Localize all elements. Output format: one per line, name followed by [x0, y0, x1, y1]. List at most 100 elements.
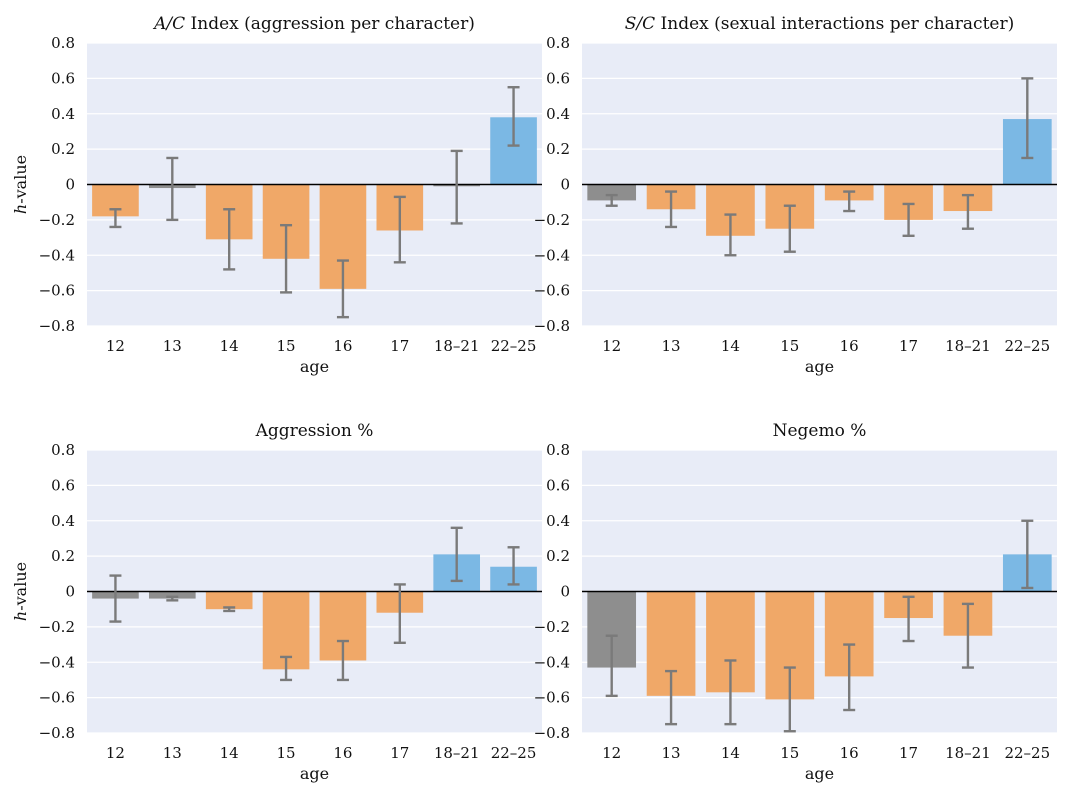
- y-tick-label: 0.4: [51, 512, 75, 530]
- y-tick-label: −0.6: [39, 282, 75, 300]
- error-bar-22–25: [507, 546, 520, 586]
- y-tick-label: −0.6: [39, 689, 75, 707]
- chart-title: Negemo %: [773, 421, 867, 441]
- y-tick-label: −0.8: [39, 724, 75, 742]
- chart-panel-3: −0.8 −0.6 −0.4 −0.2 0 0.2 0.4 0.6 0.8 12 13 14 15 16 1…: [11, 421, 542, 783]
- bar-14: [205, 591, 253, 610]
- y-tick-label: 0.8: [546, 441, 570, 459]
- error-bar-12: [109, 574, 122, 623]
- x-tick-label: 12: [106, 337, 125, 355]
- chart-panel-4: −0.8 −0.6 −0.4 −0.2 0 0.2 0.4 0.6 0.8 12 13 14 15 16 1…: [534, 421, 1057, 783]
- x-axis-label: age: [805, 764, 834, 783]
- error-bar-13: [665, 190, 678, 229]
- error-bar-17: [393, 583, 406, 644]
- y-tick-label: 0.8: [51, 441, 75, 459]
- error-bar-22–25: [1021, 77, 1034, 160]
- y-tick-label: −0.6: [534, 689, 570, 707]
- x-tick-label: 15: [780, 337, 799, 355]
- y-tick-label: −0.2: [39, 211, 75, 229]
- x-tick-label: 12: [602, 337, 621, 355]
- y-tick-label: −0.8: [39, 317, 75, 335]
- error-bar-18–21: [450, 149, 463, 225]
- error-bar-18–21: [961, 602, 974, 669]
- x-tick-label: 13: [163, 337, 182, 355]
- x-tick-label: 13: [662, 744, 681, 762]
- x-tick-label: 14: [220, 337, 239, 355]
- y-tick-label: 0.2: [51, 140, 75, 158]
- error-bar-14: [223, 208, 236, 271]
- error-bar-16: [843, 643, 856, 712]
- error-bar-14: [724, 213, 737, 257]
- x-tick-label: 16: [333, 337, 352, 355]
- chart-title: Aggression %: [255, 421, 374, 441]
- error-bar-15: [783, 204, 796, 253]
- x-tick-label: 18–21: [945, 337, 991, 355]
- y-axis-label: h-value: [11, 155, 30, 214]
- y-tick-label: 0.6: [51, 476, 75, 494]
- x-tick-label: 13: [163, 744, 182, 762]
- y-tick-label: 0.4: [546, 512, 570, 530]
- error-bar-17: [902, 595, 915, 643]
- y-tick-label: 0.2: [546, 140, 570, 158]
- error-bar-18–21: [961, 193, 974, 230]
- error-bar-12: [109, 208, 122, 229]
- x-tick-label: 17: [390, 744, 409, 762]
- x-tick-label: 15: [277, 744, 296, 762]
- y-tick-label: −0.4: [534, 246, 570, 264]
- error-bar-16: [336, 639, 349, 682]
- x-axis-label: age: [805, 357, 834, 376]
- x-tick-label: 18–21: [945, 744, 991, 762]
- error-bar-13: [166, 595, 179, 602]
- error-bar-22–25: [507, 86, 520, 147]
- y-tick-label: 0: [65, 176, 75, 194]
- error-bar-22–25: [1021, 519, 1034, 590]
- x-tick-label: 17: [899, 337, 918, 355]
- y-tick-label: −0.2: [534, 618, 570, 636]
- error-bar-18–21: [450, 526, 463, 583]
- x-tick-label: 14: [220, 744, 239, 762]
- x-tick-label: 15: [277, 337, 296, 355]
- y-axis-label: h-value: [11, 562, 30, 621]
- x-tick-label: 22–25: [491, 337, 537, 355]
- y-tick-label: 0: [65, 583, 75, 601]
- y-tick-label: 0.2: [546, 547, 570, 565]
- y-tick-label: 0: [560, 176, 570, 194]
- y-tick-label: 0.2: [51, 547, 75, 565]
- y-tick-label: −0.8: [534, 317, 570, 335]
- error-bar-17: [902, 202, 915, 237]
- x-tick-label: 14: [721, 337, 740, 355]
- y-tick-label: −0.6: [534, 282, 570, 300]
- x-tick-label: 22–25: [1004, 337, 1050, 355]
- x-tick-label: 17: [390, 337, 409, 355]
- x-tick-label: 17: [899, 744, 918, 762]
- y-tick-label: −0.4: [39, 246, 75, 264]
- y-tick-label: 0.6: [546, 476, 570, 494]
- y-tick-label: −0.4: [39, 653, 75, 671]
- bar-12: [587, 184, 637, 201]
- x-tick-label: 12: [602, 744, 621, 762]
- x-tick-label: 15: [780, 744, 799, 762]
- x-tick-label: 12: [106, 744, 125, 762]
- x-tick-label: 16: [840, 337, 859, 355]
- x-tick-label: 13: [662, 337, 681, 355]
- x-tick-label: 22–25: [1004, 744, 1050, 762]
- y-tick-label: 0.4: [51, 105, 75, 123]
- y-tick-label: 0.6: [51, 69, 75, 87]
- y-tick-label: 0.6: [546, 69, 570, 87]
- y-tick-label: 0.8: [546, 34, 570, 52]
- x-axis-label: age: [300, 357, 329, 376]
- x-axis-label: age: [300, 764, 329, 783]
- y-tick-label: −0.8: [534, 724, 570, 742]
- x-tick-label: 18–21: [434, 744, 480, 762]
- x-tick-label: 22–25: [491, 744, 537, 762]
- y-tick-label: −0.2: [39, 618, 75, 636]
- error-bar-16: [336, 259, 349, 319]
- y-tick-label: 0.8: [51, 34, 75, 52]
- chart-panel-1: −0.8 −0.6 −0.4 −0.2 0 0.2 0.4 0.6 0.8 12 13 14 15 16 1…: [11, 14, 542, 376]
- chart-title: S/C Index (sexual interactions per chara…: [625, 14, 1014, 34]
- error-bar-15: [280, 223, 293, 294]
- y-tick-label: 0.4: [546, 105, 570, 123]
- error-bar-12: [605, 193, 618, 207]
- error-bar-14: [223, 606, 236, 613]
